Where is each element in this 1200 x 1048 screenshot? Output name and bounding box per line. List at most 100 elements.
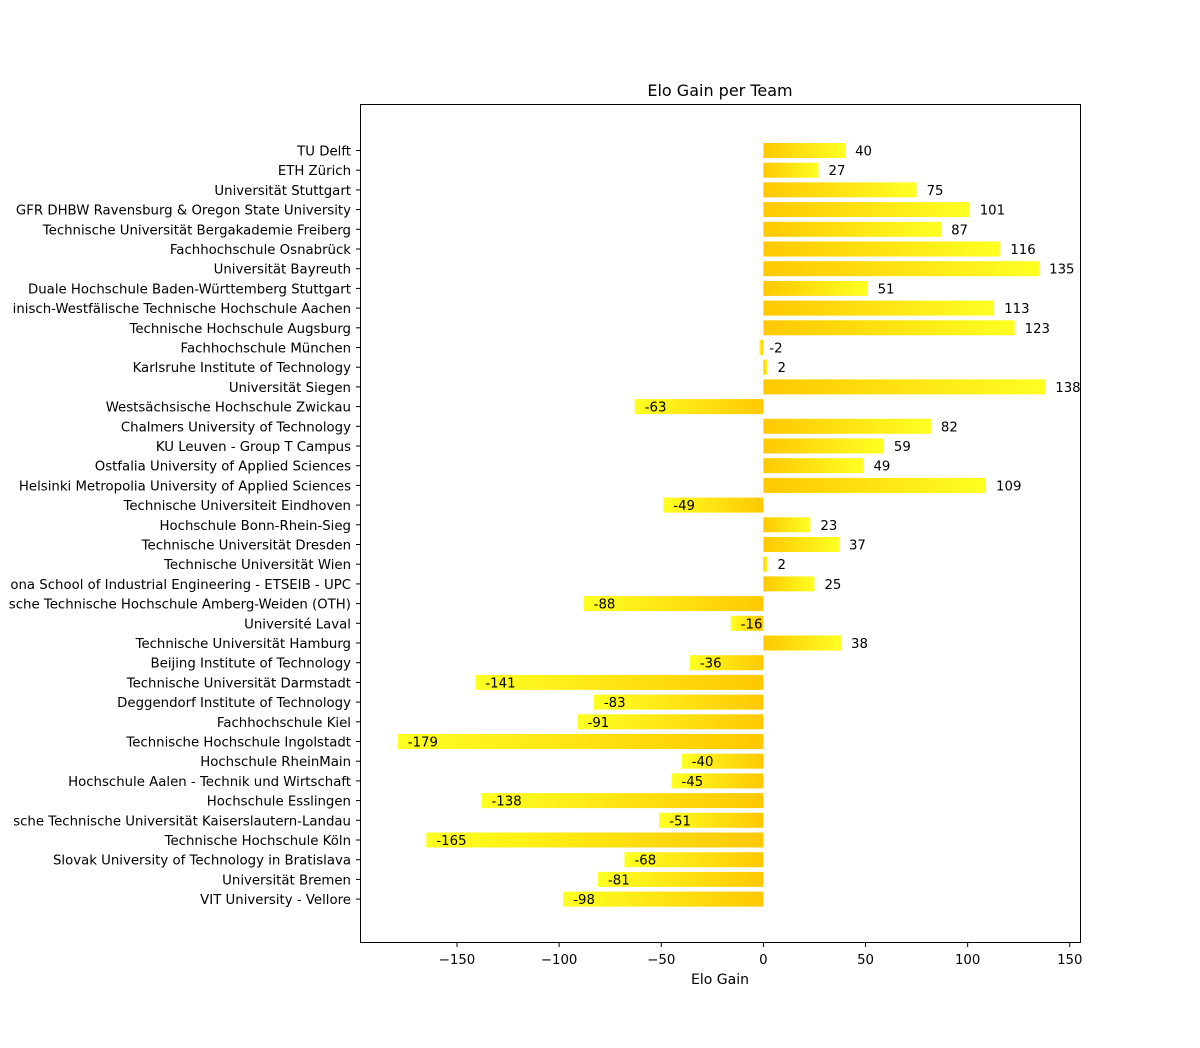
x-axis-ticks: −150 −100 −50 0 50 100 150 (439, 942, 1082, 968)
y-tick-label: KU Leuven - Group T Campus (156, 440, 351, 455)
y-tick-label: Technische Universität Dresden (141, 539, 351, 554)
data-label: -68 (634, 854, 656, 869)
y-tick-label: Technische Universität Wien (163, 558, 351, 573)
bar (763, 221, 942, 237)
data-label: 82 (941, 420, 958, 435)
bar (763, 576, 815, 592)
y-tick-label: Fachhochschule München (181, 342, 351, 357)
y-tick-label: Westsächsische Hochschule Zwickau (106, 401, 351, 416)
bar (681, 753, 764, 769)
data-label: -81 (608, 873, 630, 888)
y-tick-label: TU Delft (296, 145, 351, 160)
x-tick-label: 0 (759, 953, 767, 968)
data-label: -141 (485, 676, 515, 691)
bar (759, 340, 764, 355)
y-tick-label: Ostfalia University of Applied Sciences (95, 460, 351, 475)
y-tick-label: Universität Siegen (229, 381, 351, 396)
bar (583, 596, 764, 612)
plot-frame (360, 104, 1081, 943)
bar (397, 734, 764, 749)
y-tick-label: Technische Hochschule Augsburg (129, 322, 351, 337)
y-tick-label: Technische Universität Hamburg (135, 637, 351, 652)
y-tick-label: sche Technische Hochschule Amberg-Weiden… (9, 598, 351, 613)
x-tick-label: 100 (955, 953, 980, 968)
data-label: -98 (573, 893, 595, 908)
y-tick-label: ona School of Industrial Engineering - E… (10, 578, 351, 593)
data-label: 38 (851, 637, 868, 652)
y-tick-label: sche Technische Universität Kaiserslaute… (13, 814, 351, 829)
data-label: 109 (996, 479, 1021, 494)
bar (763, 202, 970, 218)
y-tick-label: Hochschule RheinMain (200, 755, 351, 770)
y-tick-label: Karlsruhe Institute of Technology (133, 361, 352, 376)
data-label: 75 (927, 184, 944, 199)
bar (689, 655, 764, 671)
bars-group (397, 143, 1046, 907)
x-axis-label: Elo Gain (691, 972, 749, 988)
bar (624, 852, 764, 868)
data-label: 116 (1010, 243, 1035, 258)
data-label: 87 (951, 223, 968, 238)
bar (671, 773, 764, 789)
bar (763, 556, 768, 572)
bar (634, 399, 764, 415)
data-label: 113 (1004, 302, 1029, 317)
data-label: 49 (873, 460, 890, 475)
data-label: 101 (980, 204, 1005, 219)
chart-title: Elo Gain per Team (647, 81, 792, 100)
data-label: -45 (681, 775, 703, 790)
y-tick-label: Technische Hochschule Köln (164, 834, 351, 849)
bar (763, 241, 1001, 257)
x-tick-label: −150 (439, 953, 476, 968)
data-label: -88 (594, 598, 616, 613)
y-tick-label: Technische Hochschule Ingolstadt (125, 736, 351, 751)
data-label: -36 (700, 657, 722, 672)
y-tick-label: VIT University - Vellore (200, 893, 351, 908)
value-labels: 40 27 75 101 87 116 135 51 113 123 -2 2 138 -63 82 59 49… (408, 145, 1081, 909)
bar (563, 891, 764, 907)
bar (763, 261, 1040, 277)
y-tick-label: Duale Hochschule Baden-Württemberg Stutt… (28, 282, 351, 297)
bar (763, 182, 917, 198)
y-tick-label: Slovak University of Technology in Brati… (53, 854, 351, 869)
bar (763, 300, 995, 316)
data-label: 2 (777, 361, 785, 376)
x-tick-label: −100 (541, 953, 578, 968)
y-tick-label: Fachhochschule Kiel (217, 716, 351, 731)
data-label: -49 (673, 499, 695, 514)
y-tick-label: GFR DHBW Ravensburg & Oregon State Unive… (16, 204, 351, 219)
data-label: -91 (588, 716, 610, 731)
data-label: -138 (492, 795, 522, 810)
y-tick-label: Universität Bayreuth (214, 263, 351, 278)
bar (763, 635, 842, 651)
bar (763, 359, 768, 375)
data-label: 2 (777, 558, 785, 573)
data-label: 23 (820, 519, 837, 534)
bar (763, 280, 868, 296)
y-tick-label: Hochschule Esslingen (207, 795, 351, 810)
data-label: 25 (824, 578, 841, 593)
bar (763, 418, 931, 434)
bar (659, 812, 764, 828)
y-tick-label: Technische Universität Darmstadt (126, 676, 351, 691)
bar (730, 615, 764, 631)
data-label: -51 (669, 814, 691, 829)
bar (663, 497, 764, 513)
data-label: 37 (849, 539, 866, 554)
data-label: -16 (741, 617, 763, 632)
category-labels: TU Delft ETH Zürich Universität Stuttgart G… (9, 145, 361, 908)
y-tick-label: Universität Stuttgart (214, 184, 351, 199)
y-tick-label: Hochschule Aalen - Technik und Wirtschaf… (68, 775, 351, 790)
bar (763, 438, 884, 454)
y-tick-label: Chalmers University of Technology (121, 420, 351, 435)
data-label: 27 (829, 164, 846, 179)
y-tick-label: inisch-Westfälische Technische Hochschul… (13, 302, 351, 317)
y-tick-label: Hochschule Bonn-Rhein-Sieg (160, 519, 352, 534)
y-tick-label: Technische Universiteit Eindhoven (122, 499, 351, 514)
bar (763, 477, 987, 493)
bar (763, 537, 839, 552)
bar (593, 694, 764, 710)
data-label: 59 (894, 440, 911, 455)
data-label: 51 (878, 282, 895, 297)
